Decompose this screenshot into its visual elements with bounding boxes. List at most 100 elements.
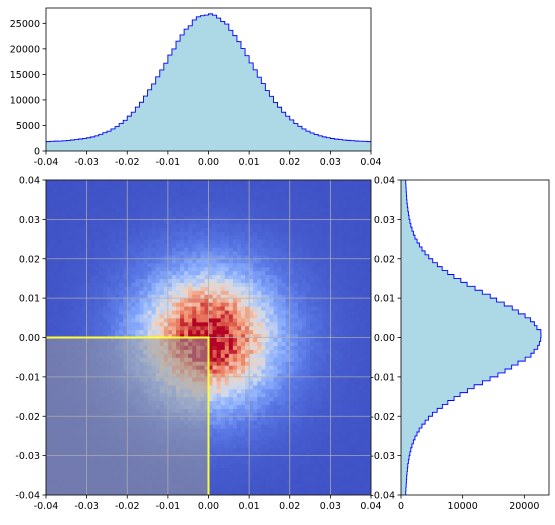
heatmap-cell	[237, 322, 242, 327]
heatmap-cell	[225, 180, 230, 185]
heatmap-cell	[180, 306, 185, 311]
heatmap-cell	[58, 239, 63, 244]
heatmap-cell	[261, 479, 266, 484]
heatmap-cell	[74, 302, 79, 307]
heatmap-cell	[261, 302, 266, 307]
heatmap-cell	[237, 318, 242, 323]
heatmap-cell	[221, 361, 226, 366]
heatmap-cell	[46, 326, 51, 331]
heatmap-cell	[176, 251, 181, 256]
heatmap-cell	[62, 286, 67, 291]
heatmap-cell	[107, 235, 112, 240]
heatmap-cell	[237, 223, 242, 228]
heatmap-cell	[265, 479, 270, 484]
heatmap-cell	[99, 271, 104, 276]
heatmap-cell	[278, 247, 283, 252]
heatmap-cell	[99, 282, 104, 287]
heatmap-cell	[290, 353, 295, 358]
heatmap-cell	[46, 310, 51, 315]
heatmap-cell	[233, 353, 238, 358]
heatmap-cell	[54, 318, 59, 323]
heatmap-cell	[249, 219, 254, 224]
heatmap-cell	[148, 188, 153, 193]
heatmap-cell	[278, 196, 283, 201]
heatmap-cell	[257, 353, 262, 358]
heatmap-cell	[233, 282, 238, 287]
heatmap-cell	[79, 278, 84, 283]
heatmap-cell	[131, 188, 136, 193]
heatmap-cell	[50, 231, 55, 236]
heatmap-cell	[111, 306, 116, 311]
heatmap-cell	[160, 247, 165, 252]
heatmap-cell	[95, 204, 100, 209]
heatmap-cell	[168, 298, 173, 303]
heatmap-cell	[290, 467, 295, 472]
heatmap-cell	[160, 259, 165, 264]
heatmap-cell	[282, 184, 287, 189]
heatmap-cell	[156, 286, 161, 291]
heatmap-cell	[156, 251, 161, 256]
top-histogram-fill	[46, 14, 371, 151]
heatmap-cell	[237, 259, 242, 264]
heatmap-cell	[91, 282, 96, 287]
heatmap-cell	[237, 365, 242, 370]
heatmap-cell	[184, 302, 189, 307]
heatmap-cell	[209, 278, 214, 283]
heatmap-cell	[192, 243, 197, 248]
heatmap-cell	[103, 318, 108, 323]
heatmap-cell	[241, 306, 246, 311]
heatmap-cell	[156, 212, 161, 217]
heatmap-cell	[237, 381, 242, 386]
heatmap-cell	[87, 227, 92, 232]
heatmap-cell	[269, 420, 274, 425]
heatmap-cell	[257, 416, 262, 421]
heatmap-cell	[156, 318, 161, 323]
heatmap-cell	[74, 286, 79, 291]
heatmap-cell	[50, 306, 55, 311]
heatmap-cell	[62, 239, 67, 244]
heatmap-cell	[46, 247, 51, 252]
heatmap-cell	[188, 231, 193, 236]
heatmap-cell	[200, 196, 205, 201]
heatmap-cell	[103, 243, 108, 248]
heatmap-cell	[237, 420, 242, 425]
heatmap-cell	[107, 188, 112, 193]
heatmap-cell	[91, 298, 96, 303]
heatmap-cell	[265, 278, 270, 283]
heatmap-cell	[269, 428, 274, 433]
heatmap-cell	[184, 247, 189, 252]
heatmap-cell	[115, 263, 120, 268]
heatmap-cell	[294, 357, 299, 362]
heatmap-cell	[160, 275, 165, 280]
heatmap-cell	[111, 259, 116, 264]
heatmap-cell	[241, 428, 246, 433]
heatmap-cell	[225, 275, 230, 280]
heatmap-cell	[172, 263, 177, 268]
heatmap-cell	[168, 330, 173, 335]
heatmap-cell	[79, 227, 84, 232]
heatmap-cell	[99, 330, 104, 335]
heatmap-cell	[62, 235, 67, 240]
heatmap-cell	[148, 306, 153, 311]
heatmap-cell	[180, 219, 185, 224]
heatmap-cell	[290, 180, 295, 185]
heatmap-cell	[213, 424, 218, 429]
heatmap-cell	[74, 259, 79, 264]
heatmap-cell	[257, 290, 262, 295]
heatmap-cell	[135, 263, 140, 268]
heatmap-cell	[253, 397, 258, 402]
heatmap-cell	[229, 393, 234, 398]
heatmap-cell	[265, 416, 270, 421]
heatmap-cell	[217, 338, 222, 343]
heatmap-cell	[54, 314, 59, 319]
heatmap-cell	[188, 278, 193, 283]
heatmap-cell	[282, 192, 287, 197]
heatmap-cell	[176, 330, 181, 335]
heatmap-cell	[294, 275, 299, 280]
heatmap-cell	[74, 192, 79, 197]
heatmap-cell	[46, 251, 51, 256]
heatmap-cell	[115, 223, 120, 228]
heatmap-cell	[294, 298, 299, 303]
top-x-tick-label: -0.02	[115, 157, 140, 168]
heatmap-cell	[139, 208, 144, 213]
